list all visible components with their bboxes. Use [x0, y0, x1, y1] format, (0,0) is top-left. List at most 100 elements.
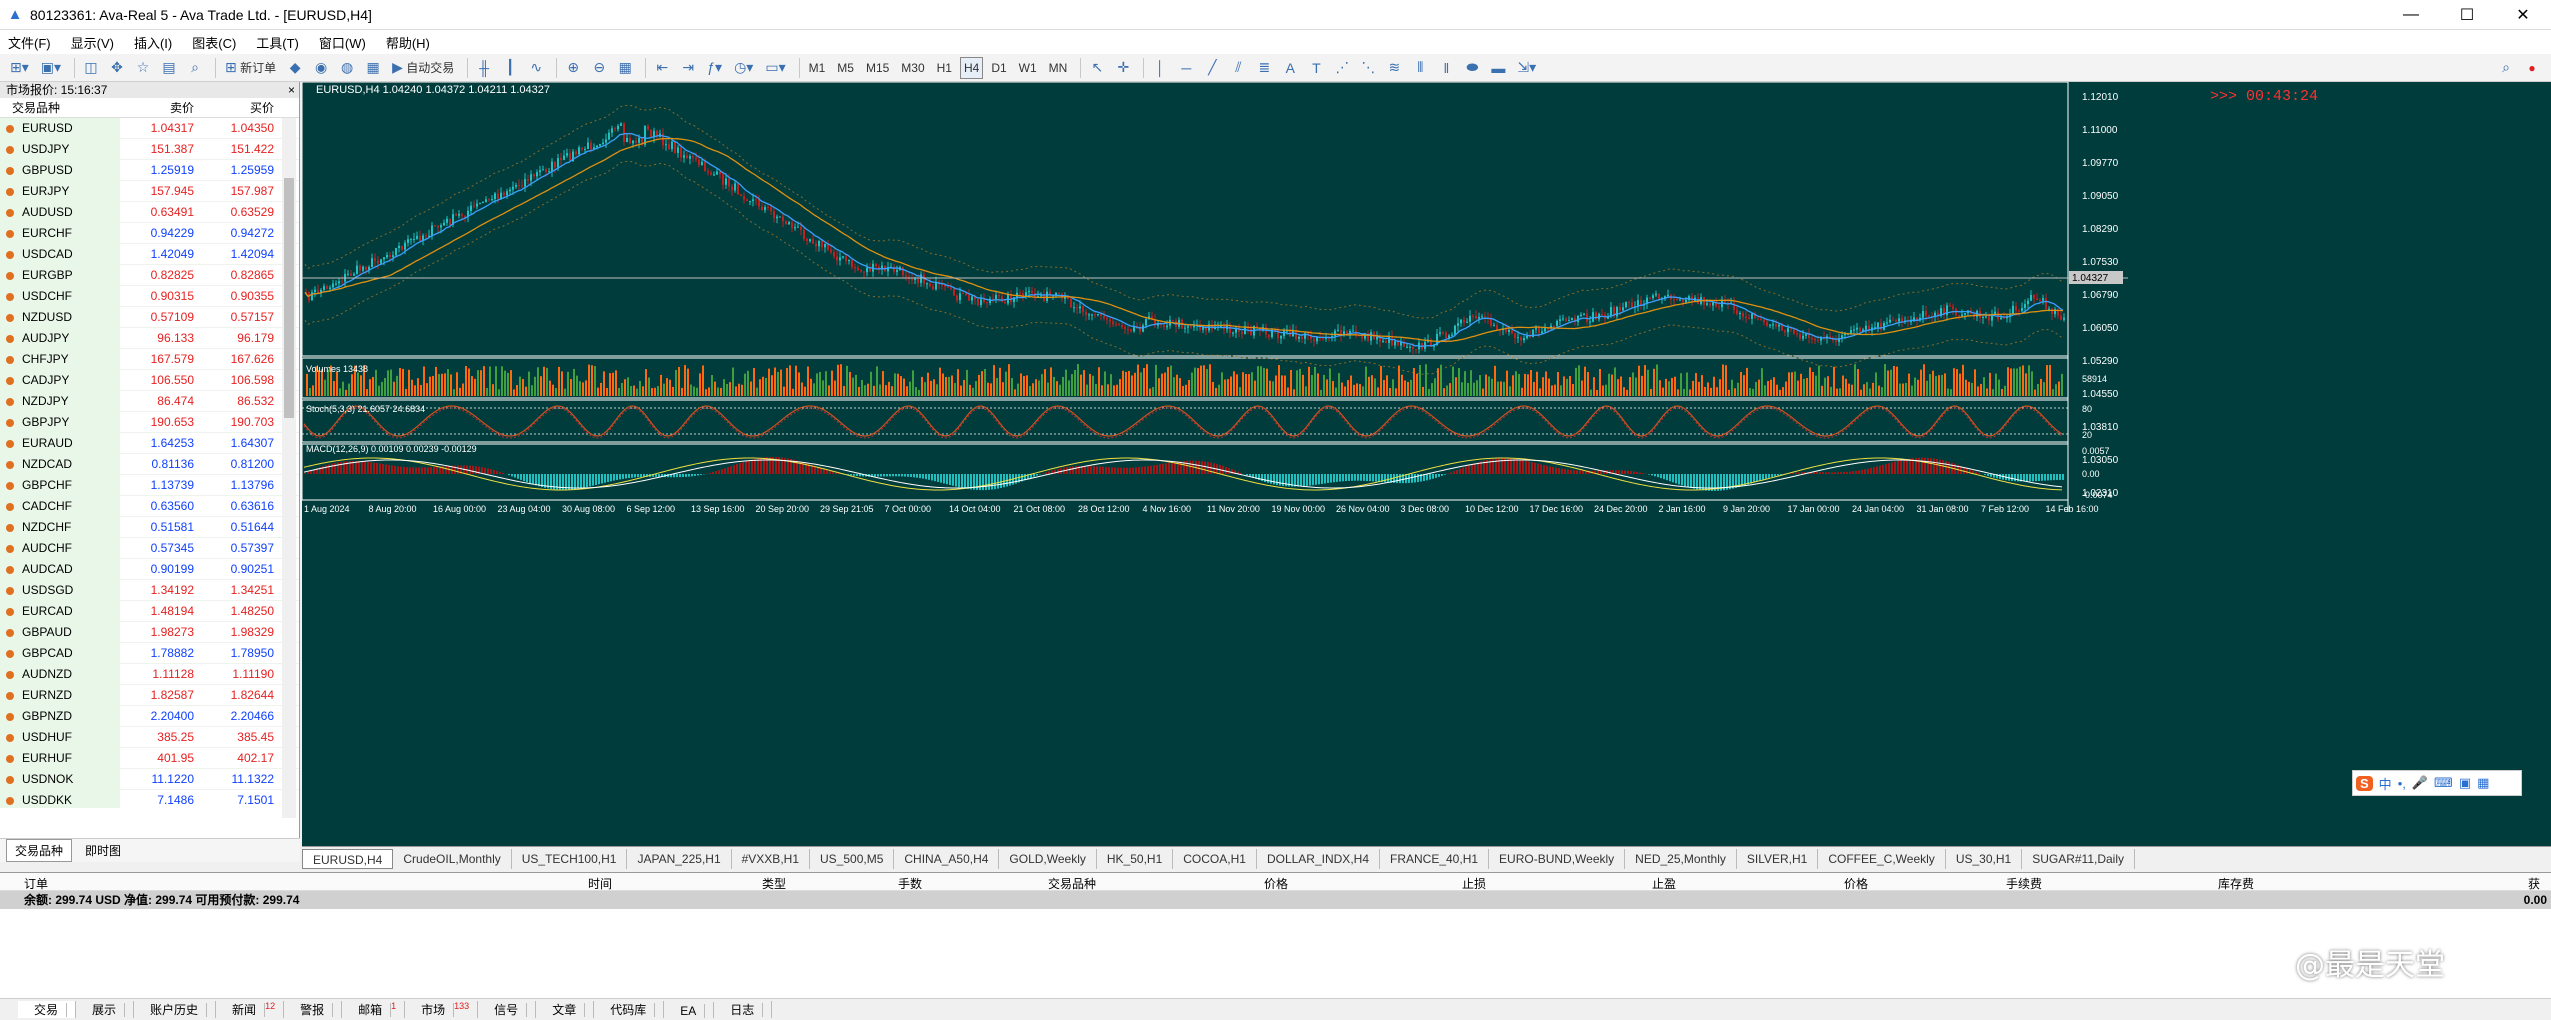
- col-symbol[interactable]: 交易品种: [12, 101, 61, 115]
- chart-tab[interactable]: #VXXB,H1: [732, 848, 810, 869]
- zoom-in-icon[interactable]: ⊕: [567, 59, 580, 75]
- market-watch-icon[interactable]: ◫: [84, 59, 98, 75]
- templates-icon[interactable]: ▭▾: [765, 59, 786, 75]
- fib-fan-icon[interactable]: ⋱: [1361, 59, 1376, 75]
- terminal-tab[interactable]: 警报: [284, 1001, 343, 1018]
- tab-symbols[interactable]: 交易品种: [6, 839, 73, 862]
- navigator-icon[interactable]: ☆: [136, 59, 150, 75]
- trendline-icon[interactable]: ╱: [1208, 59, 1217, 75]
- terminal-tab[interactable]: 展示: [76, 1001, 135, 1018]
- market-watch-row[interactable]: EURCAD 1.48194 1.48250: [0, 601, 299, 622]
- text-icon[interactable]: A: [1285, 59, 1296, 76]
- crosshair-icon[interactable]: ✛: [1117, 59, 1130, 75]
- terminal-tab[interactable]: EA: [664, 1001, 715, 1018]
- market-watch-row[interactable]: CHFJPY 167.579 167.626: [0, 349, 299, 370]
- ime-chinese-mode[interactable]: 中: [2378, 776, 2392, 792]
- chart-tab[interactable]: CrudeOIL,Monthly: [393, 848, 512, 869]
- terminal-tab[interactable]: 日志: [714, 1001, 773, 1018]
- terminal-col-header[interactable]: 止损: [1462, 877, 1487, 891]
- tf-m30[interactable]: M30: [901, 60, 925, 75]
- vertical-line-icon[interactable]: │: [1155, 59, 1165, 76]
- terminal-col-header[interactable]: 手数: [898, 877, 923, 891]
- tf-m5[interactable]: M5: [837, 60, 854, 75]
- col-ask[interactable]: 买价: [249, 101, 274, 115]
- chart-tab[interactable]: EURUSD,H4: [302, 848, 394, 869]
- ime-punctuation-icon[interactable]: •,: [2397, 775, 2406, 791]
- market-watch-row[interactable]: EURHUF 401.95 402.17: [0, 748, 299, 769]
- market-watch-row[interactable]: USDCAD 1.42049 1.42094: [0, 244, 299, 265]
- market-watch-row[interactable]: AUDJPY 96.133 96.179: [0, 328, 299, 349]
- market-watch-row[interactable]: EURCHF 0.94229 0.94272: [0, 223, 299, 244]
- auto-trading-button[interactable]: ▶ 自动交易: [388, 57, 458, 79]
- close-button[interactable]: ✕: [2516, 7, 2530, 24]
- market-watch-row[interactable]: NZDCAD 0.81136 0.81200: [0, 454, 299, 475]
- market-watch-row[interactable]: GBPUSD 1.25919 1.25959: [0, 160, 299, 181]
- menu-help[interactable]: 帮助(H): [385, 35, 430, 51]
- tf-w1[interactable]: W1: [1018, 60, 1037, 75]
- menu-window[interactable]: 窗口(W): [318, 35, 366, 51]
- market-watch-row[interactable]: EURUSD 1.04317 1.04350: [0, 118, 299, 139]
- profiles-icon[interactable]: ▣▾: [40, 59, 62, 75]
- terminal-col-header[interactable]: 时间: [588, 877, 613, 891]
- market-watch-row[interactable]: GBPCAD 1.78882 1.78950: [0, 643, 299, 664]
- market-watch-row[interactable]: USDHUF 385.25 385.45: [0, 727, 299, 748]
- chart-tab[interactable]: FRANCE_40,H1: [1380, 848, 1490, 869]
- tf-h4[interactable]: H4: [959, 56, 984, 79]
- cycle-lines-icon[interactable]: ⦀: [1417, 59, 1424, 75]
- chart-canvas[interactable]: 1.043271.120101.110001.097701.090501.082…: [302, 82, 2551, 846]
- market-watch-row[interactable]: CADCHF 0.63560 0.63616: [0, 496, 299, 517]
- terminal-tab[interactable]: 账户历史: [134, 1001, 217, 1018]
- scrollbar-thumb[interactable]: [284, 178, 294, 418]
- terminal-col-header[interactable]: 止盈: [1652, 877, 1677, 891]
- market-watch-row[interactable]: EURGBP 0.82825 0.82865: [0, 265, 299, 286]
- profile-avatar-icon[interactable]: ●: [2528, 60, 2536, 75]
- market-watch-row[interactable]: USDJPY 151.387 151.422: [0, 139, 299, 160]
- candlestick-icon[interactable]: ┃: [506, 59, 515, 75]
- chart-tab[interactable]: NED_25,Monthly: [1625, 848, 1737, 869]
- menu-file[interactable]: 文件(F): [8, 35, 51, 51]
- tf-h1[interactable]: H1: [936, 60, 952, 75]
- new-chart-icon[interactable]: ⊞▾: [10, 59, 29, 75]
- tile-windows-icon[interactable]: ▦: [618, 59, 632, 75]
- market-watch-row[interactable]: GBPJPY 190.653 190.703: [0, 412, 299, 433]
- menu-view[interactable]: 显示(V): [70, 35, 114, 51]
- chart-tab[interactable]: US_TECH100,H1: [512, 848, 628, 869]
- tf-d1[interactable]: D1: [991, 60, 1007, 75]
- arrows-icon[interactable]: ⇲▾: [1517, 59, 1537, 75]
- chart-tab[interactable]: SILVER,H1: [1737, 848, 1819, 869]
- zoom-out-icon[interactable]: ⊖: [593, 59, 606, 75]
- fib-arcs-icon[interactable]: ≋: [1388, 59, 1401, 75]
- market-watch-row[interactable]: GBPNZD 2.20400 2.20466: [0, 706, 299, 727]
- menu-tools[interactable]: 工具(T): [256, 35, 299, 51]
- terminal-col-header[interactable]: 交易品种: [1048, 877, 1097, 891]
- keyboard-icon[interactable]: ⌨: [2434, 775, 2453, 790]
- gann-icon[interactable]: ⋰: [1335, 59, 1350, 75]
- strategy-tester-icon[interactable]: ⌕: [191, 59, 199, 75]
- maximize-button[interactable]: ☐: [2459, 7, 2475, 24]
- chart-tab[interactable]: HK_50,H1: [1097, 848, 1174, 869]
- metaeditor-icon[interactable]: ◆: [289, 59, 301, 75]
- market-watch-row[interactable]: NZDUSD 0.57109 0.57157: [0, 307, 299, 328]
- chart-tab[interactable]: US_30,H1: [1946, 848, 2023, 869]
- terminal-tab[interactable]: 代码库: [594, 1001, 665, 1018]
- market-watch-row[interactable]: GBPAUD 1.98273 1.98329: [0, 622, 299, 643]
- bar-chart-icon[interactable]: ╫: [479, 59, 490, 76]
- chart-shift-icon[interactable]: ⇥: [682, 59, 695, 75]
- cursor-icon[interactable]: ↖: [1091, 59, 1104, 75]
- chart-tab[interactable]: EURO-BUND,Weekly: [1489, 848, 1626, 869]
- market-watch-row[interactable]: AUDCAD 0.90199 0.90251: [0, 559, 299, 580]
- chart-tab[interactable]: JAPAN_225,H1: [627, 848, 732, 869]
- chart-tab[interactable]: GOLD,Weekly: [999, 848, 1097, 869]
- new-order-button[interactable]: ⊞ 新订单: [221, 57, 280, 79]
- close-icon[interactable]: ×: [287, 83, 295, 97]
- chart-tab[interactable]: US_500,M5: [810, 848, 895, 869]
- horizontal-line-icon[interactable]: ─: [1181, 59, 1192, 76]
- terminal-col-header[interactable]: 库存费: [2218, 877, 2255, 891]
- terminal-tab[interactable]: 新闻 12: [216, 1001, 285, 1018]
- terminal-col-header[interactable]: 价格: [1844, 877, 1869, 891]
- tf-m1[interactable]: M1: [808, 60, 826, 75]
- tf-m15[interactable]: M15: [865, 60, 890, 75]
- market-watch-row[interactable]: GBPCHF 1.13739 1.13796: [0, 475, 299, 496]
- tab-tick-chart[interactable]: 即时图: [85, 844, 122, 858]
- market-watch-row[interactable]: EURNZD 1.82587 1.82644: [0, 685, 299, 706]
